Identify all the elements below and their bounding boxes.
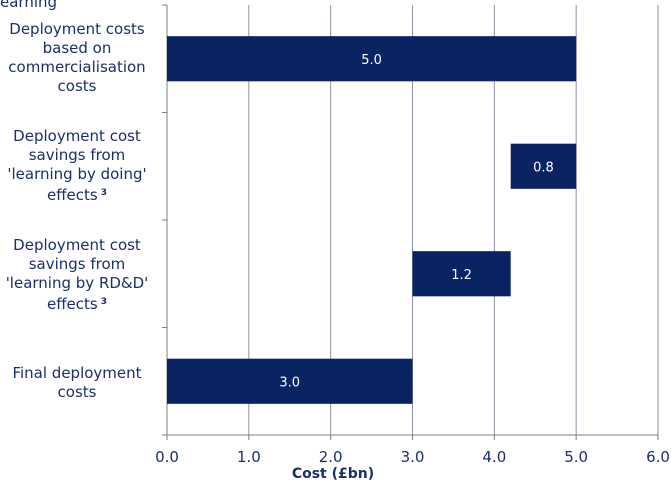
data-label: 5.0 (361, 53, 382, 68)
x-tick-label: 0.0 (155, 448, 179, 466)
x-tick-label: 1.0 (236, 448, 261, 466)
bar (167, 36, 577, 82)
data-label: 1.2 (451, 268, 472, 283)
data-label: 0.8 (533, 160, 554, 175)
x-axis-title: Cost (£bn) (291, 466, 375, 482)
x-tick-label: 6.0 (646, 448, 670, 466)
category-label-final: Final deployment costs (12, 364, 142, 401)
x-tick-label: 5.0 (564, 448, 589, 466)
x-tick-label: 3.0 (400, 448, 425, 466)
bar (510, 143, 577, 189)
x-tick-label: 4.0 (482, 448, 507, 466)
category-label-learning-by-rdd: Deployment cost savings from 'learning b… (5, 236, 149, 313)
bar (412, 251, 511, 297)
x-tick-label: 2.0 (318, 448, 343, 466)
footnote-marker: 3 (100, 188, 107, 198)
footnote-marker: 3 (100, 297, 107, 307)
title-fragment: earning (0, 0, 58, 11)
category-label-learning-by-doing: Deployment cost savings from 'learning b… (7, 127, 147, 204)
category-label-commercialisation: Deployment costs based on commercialisat… (8, 20, 146, 95)
bar (167, 358, 413, 404)
data-label: 3.0 (279, 375, 300, 390)
